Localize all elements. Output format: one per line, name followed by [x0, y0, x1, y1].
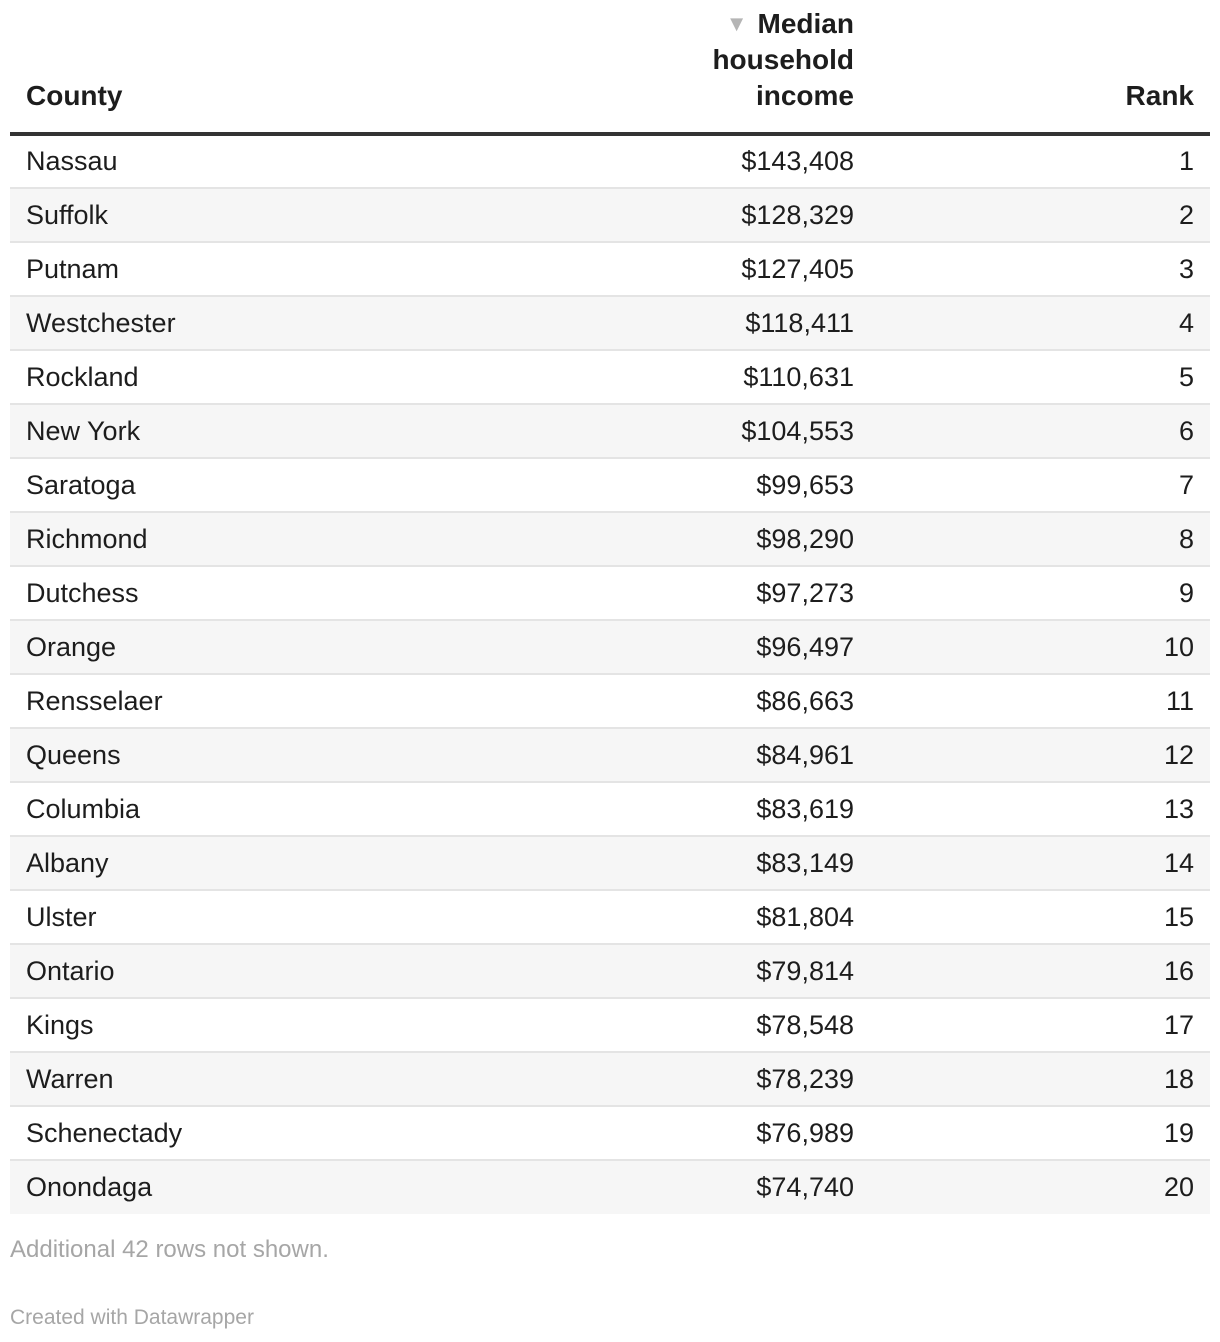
- county-cell: Albany: [10, 836, 600, 891]
- rank-cell: 18: [860, 1052, 1210, 1107]
- county-cell: Kings: [10, 998, 600, 1053]
- table-body: Nassau $143,408 1 Suffolk $128,329 2 Putnam $12…: [10, 134, 1210, 1214]
- data-table-container: County ▼ Median household income Rank Nas…: [10, 0, 1210, 1214]
- table-row: New York $104,553 6: [10, 404, 1210, 459]
- sort-descending-icon: ▼: [725, 11, 748, 36]
- county-cell: Onondaga: [10, 1160, 600, 1214]
- column-header-income-line1: ▼ Median household: [616, 6, 854, 78]
- column-header-rank-label: Rank: [1125, 80, 1194, 111]
- table-row: Ontario $79,814 16: [10, 944, 1210, 999]
- header-row: County ▼ Median household income Rank: [10, 0, 1210, 136]
- rank-cell: 4: [860, 296, 1210, 351]
- column-header-income[interactable]: ▼ Median household income: [600, 0, 860, 136]
- rank-cell: 17: [860, 998, 1210, 1053]
- income-cell: $81,804: [600, 890, 860, 945]
- county-cell: Ontario: [10, 944, 600, 999]
- rank-cell: 13: [860, 782, 1210, 837]
- income-cell: $118,411: [600, 296, 860, 351]
- county-cell: Columbia: [10, 782, 600, 837]
- income-cell: $84,961: [600, 728, 860, 783]
- table-row: Ulster $81,804 15: [10, 890, 1210, 945]
- county-cell: Richmond: [10, 512, 600, 567]
- income-cell: $83,149: [600, 836, 860, 891]
- rank-cell: 1: [860, 134, 1210, 189]
- table-notes: Additional 42 rows not shown.: [10, 1236, 329, 1263]
- table-row: Rockland $110,631 5: [10, 350, 1210, 405]
- county-cell: Queens: [10, 728, 600, 783]
- table-row: Kings $78,548 17: [10, 998, 1210, 1053]
- income-cell: $143,408: [600, 134, 860, 189]
- table-row: Schenectady $76,989 19: [10, 1106, 1210, 1161]
- table-row: Rensselaer $86,663 11: [10, 674, 1210, 729]
- income-cell: $98,290: [600, 512, 860, 567]
- income-cell: $99,653: [600, 458, 860, 513]
- table-row: Albany $83,149 14: [10, 836, 1210, 891]
- income-cell: $97,273: [600, 566, 860, 621]
- column-header-income-label-1: Median household: [712, 8, 854, 75]
- rank-cell: 6: [860, 404, 1210, 459]
- income-cell: $74,740: [600, 1160, 860, 1214]
- county-cell: Suffolk: [10, 188, 600, 243]
- table-row: Nassau $143,408 1: [10, 134, 1210, 189]
- table-row: Suffolk $128,329 2: [10, 188, 1210, 243]
- income-cell: $127,405: [600, 242, 860, 297]
- county-cell: Saratoga: [10, 458, 600, 513]
- county-cell: Orange: [10, 620, 600, 675]
- income-cell: $79,814: [600, 944, 860, 999]
- rank-cell: 10: [860, 620, 1210, 675]
- county-cell: Schenectady: [10, 1106, 600, 1161]
- table-row: Putnam $127,405 3: [10, 242, 1210, 297]
- rank-cell: 7: [860, 458, 1210, 513]
- county-cell: Dutchess: [10, 566, 600, 621]
- rank-cell: 11: [860, 674, 1210, 729]
- table-row: Onondaga $74,740 20: [10, 1160, 1210, 1214]
- income-cell: $76,989: [600, 1106, 860, 1161]
- county-cell: Putnam: [10, 242, 600, 297]
- rank-cell: 5: [860, 350, 1210, 405]
- county-cell: Nassau: [10, 134, 600, 189]
- table-row: Dutchess $97,273 9: [10, 566, 1210, 621]
- rank-cell: 8: [860, 512, 1210, 567]
- column-header-county[interactable]: County: [10, 0, 600, 136]
- rank-cell: 16: [860, 944, 1210, 999]
- income-cell: $128,329: [600, 188, 860, 243]
- income-cell: $78,548: [600, 998, 860, 1053]
- rank-cell: 19: [860, 1106, 1210, 1161]
- income-cell: $78,239: [600, 1052, 860, 1107]
- county-cell: Ulster: [10, 890, 600, 945]
- table-row: Saratoga $99,653 7: [10, 458, 1210, 513]
- county-income-table: County ▼ Median household income Rank Nas…: [10, 0, 1210, 1214]
- rank-cell: 2: [860, 188, 1210, 243]
- rank-cell: 9: [860, 566, 1210, 621]
- rank-cell: 12: [860, 728, 1210, 783]
- income-cell: $104,553: [600, 404, 860, 459]
- income-cell: $96,497: [600, 620, 860, 675]
- county-cell: Rockland: [10, 350, 600, 405]
- county-cell: Warren: [10, 1052, 600, 1107]
- table-row: Westchester $118,411 4: [10, 296, 1210, 351]
- rank-cell: 14: [860, 836, 1210, 891]
- table-row: Queens $84,961 12: [10, 728, 1210, 783]
- credit-line: Created with Datawrapper: [10, 1306, 254, 1329]
- column-header-rank[interactable]: Rank: [860, 0, 1210, 136]
- county-cell: Rensselaer: [10, 674, 600, 729]
- county-cell: New York: [10, 404, 600, 459]
- rank-cell: 20: [860, 1160, 1210, 1214]
- table-row: Warren $78,239 18: [10, 1052, 1210, 1107]
- column-header-county-label: County: [26, 80, 123, 111]
- table-row: Orange $96,497 10: [10, 620, 1210, 675]
- rank-cell: 3: [860, 242, 1210, 297]
- table-row: Columbia $83,619 13: [10, 782, 1210, 837]
- column-header-income-line2: income: [755, 80, 854, 111]
- income-cell: $83,619: [600, 782, 860, 837]
- rank-cell: 15: [860, 890, 1210, 945]
- table-row: Richmond $98,290 8: [10, 512, 1210, 567]
- income-cell: $110,631: [600, 350, 860, 405]
- county-cell: Westchester: [10, 296, 600, 351]
- income-cell: $86,663: [600, 674, 860, 729]
